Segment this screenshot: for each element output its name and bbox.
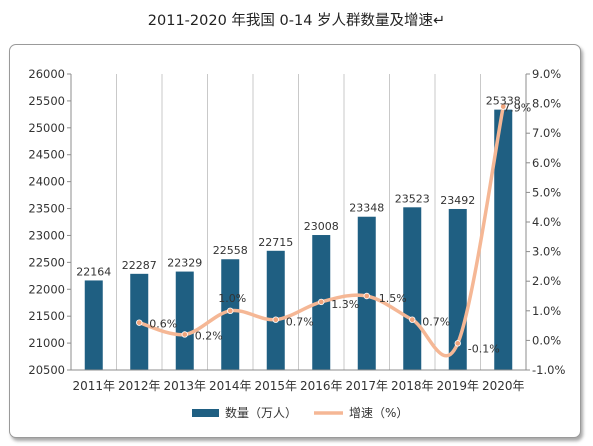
growth-point bbox=[318, 298, 325, 306]
bar-value-label: 22715 bbox=[258, 236, 293, 249]
y-tick-label: 21500 bbox=[28, 309, 65, 323]
growth-value-label: 0.7% bbox=[286, 316, 314, 329]
growth-value-label: 7.9% bbox=[503, 102, 531, 115]
growth-point bbox=[500, 103, 507, 110]
y-tick-label: 22500 bbox=[28, 255, 65, 269]
growth-value-label: 0.6% bbox=[149, 318, 177, 331]
x-tick-label: 2013年 bbox=[163, 379, 206, 393]
x-tick-label: 2015年 bbox=[254, 379, 297, 393]
growth-value-label: 1.0% bbox=[218, 292, 246, 305]
x-tick-label: 2016年 bbox=[300, 379, 343, 393]
y2-tick-label: 4.0% bbox=[532, 215, 561, 229]
y-tick-label: 23000 bbox=[28, 228, 65, 242]
y-tick-label: 23500 bbox=[28, 202, 65, 216]
axes: 20500 21000 21500 22000 22500 23000 23500 24000… bbox=[28, 67, 565, 393]
chart-frame: 20500 21000 21500 22000 22500 23000 23500 24000… bbox=[9, 44, 581, 438]
legend-swatch-bar bbox=[192, 409, 219, 417]
bar bbox=[266, 250, 285, 370]
x-tick-label: 2011年 bbox=[72, 379, 115, 393]
growth-point bbox=[136, 319, 143, 326]
y2-tick-label: 1.0% bbox=[532, 304, 561, 318]
growth-line bbox=[137, 104, 505, 358]
bar-value-label: 23492 bbox=[440, 194, 475, 207]
growth-value-label: 0.7% bbox=[422, 316, 450, 329]
bar-value-label: 22558 bbox=[213, 244, 248, 257]
x-tick-label: 2017年 bbox=[345, 379, 388, 393]
data-labels: 22164 22287 22329 22558 22715 23008 23348 23523… bbox=[76, 95, 531, 356]
bar bbox=[84, 280, 103, 370]
y-tick-label: 26000 bbox=[28, 67, 65, 81]
bar bbox=[403, 207, 422, 370]
growth-point bbox=[272, 316, 279, 323]
bar-value-label: 23008 bbox=[304, 220, 339, 233]
y-tick-label: 24000 bbox=[28, 175, 65, 189]
y-tick-label: 22000 bbox=[28, 282, 65, 296]
growth-point bbox=[227, 307, 234, 314]
bar bbox=[175, 271, 194, 370]
page-title: 2011-2020 年我国 0-14 岁人群数量及增速↵ bbox=[147, 13, 446, 29]
y2-tick-label: 2.0% bbox=[532, 274, 561, 288]
bar-value-label: 23523 bbox=[395, 192, 430, 205]
y2-tick-label: 3.0% bbox=[532, 245, 561, 259]
legend-label-bar: 数量（万人） bbox=[225, 405, 297, 420]
growth-value-label: 0.2% bbox=[195, 329, 223, 342]
x-tick-label: 2020年 bbox=[482, 379, 525, 393]
legend: 数量（万人） 增速（%） bbox=[192, 405, 408, 420]
bar-value-label: 22164 bbox=[76, 265, 111, 278]
bar-value-label: 22287 bbox=[122, 259, 157, 272]
bar-value-label: 25338 bbox=[486, 95, 521, 108]
growth-point bbox=[363, 292, 370, 300]
x-tick-label: 2014年 bbox=[209, 379, 252, 393]
bar-value-label: 23348 bbox=[349, 202, 384, 215]
y2-tick-label: 9.0% bbox=[532, 67, 561, 81]
y2-tick-label: 8.0% bbox=[532, 97, 561, 111]
y-tick-label: 20500 bbox=[28, 363, 65, 377]
line-series bbox=[136, 103, 507, 358]
y2-tick-label: 6.0% bbox=[532, 156, 561, 170]
chart: 20500 21000 21500 22000 22500 23000 23500 24000… bbox=[28, 67, 565, 420]
y-tick-label: 21000 bbox=[28, 336, 65, 350]
growth-value-label: 1.5% bbox=[379, 292, 407, 305]
legend-label-line: 增速（%） bbox=[349, 406, 408, 420]
x-tick-label: 2018年 bbox=[391, 379, 434, 393]
y2-tick-label: 7.0% bbox=[532, 126, 561, 140]
bar bbox=[494, 109, 513, 371]
bar-value-label: 22329 bbox=[167, 257, 202, 270]
growth-point bbox=[454, 340, 461, 347]
growth-value-label: 1.3% bbox=[331, 298, 359, 311]
y2-tick-label: 5.0% bbox=[532, 185, 561, 199]
x-tick-label: 2019年 bbox=[436, 379, 479, 393]
bar bbox=[221, 259, 240, 370]
y-tick-label: 25000 bbox=[28, 121, 65, 135]
y-tick-label: 25500 bbox=[28, 94, 65, 108]
y-tick-label: 24500 bbox=[28, 148, 65, 162]
y2-tick-label: -1.0% bbox=[532, 363, 565, 377]
growth-point bbox=[409, 316, 416, 323]
x-tick-label: 2012年 bbox=[118, 379, 161, 393]
y2-tick-label: 0.0% bbox=[532, 333, 561, 347]
bar-series bbox=[84, 109, 513, 371]
growth-value-label: -0.1% bbox=[468, 342, 500, 355]
growth-point bbox=[181, 331, 188, 338]
